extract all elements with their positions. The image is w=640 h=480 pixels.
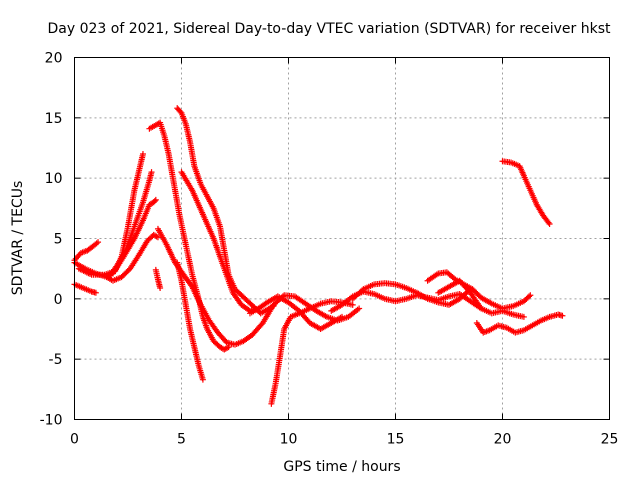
data-series-arc-21 [499, 158, 553, 228]
data-point-marker [92, 289, 99, 296]
data-series-arc-6 [110, 196, 159, 277]
data-series-arc-9 [174, 105, 277, 317]
data-point-marker [527, 292, 534, 299]
x-tick-label: 10 [280, 432, 298, 448]
y-tick-label: -10 [40, 413, 63, 429]
data-point-marker [199, 376, 206, 383]
data-series-arc-7 [152, 266, 164, 291]
y-tick-label: 15 [45, 111, 63, 127]
y-tick-label: 10 [45, 171, 63, 187]
data-point-marker [148, 169, 155, 176]
data-point-marker [177, 108, 184, 115]
data-point-marker [546, 221, 553, 228]
plot-frame [74, 57, 610, 420]
y-tick-label: 0 [54, 292, 63, 308]
data-point-marker [520, 313, 527, 320]
data-point-marker [157, 284, 164, 291]
data-points [71, 105, 566, 407]
data-series-arc-12 [178, 169, 262, 314]
x-tick-label: 25 [601, 432, 619, 448]
grid-lines [74, 57, 610, 420]
chart-title: Day 023 of 2021, Sidereal Day-to-day VTE… [48, 21, 611, 37]
x-tick-label: 20 [494, 432, 512, 448]
data-series-arc-14 [268, 298, 356, 407]
y-tick-label: -5 [49, 352, 63, 368]
data-point-marker [356, 305, 363, 312]
data-series-arc-19 [435, 277, 527, 320]
data-point-marker [559, 312, 566, 319]
data-series-arc-18 [424, 269, 534, 312]
data-series-arc-17 [328, 288, 485, 314]
x-tick-label: 5 [177, 432, 186, 448]
data-point-marker [95, 239, 102, 246]
y-tick-label: 5 [54, 232, 63, 248]
y-axis-label: SDTVAR / TECUs [10, 181, 26, 296]
data-series-arc-8 [146, 119, 232, 353]
data-point-marker [349, 301, 356, 308]
data-series-arc-2 [71, 281, 99, 296]
data-series-arc-3 [71, 231, 161, 284]
x-tick-label: 15 [387, 432, 405, 448]
x-tick-label: 0 [70, 432, 79, 448]
data-point-marker [526, 293, 533, 300]
x-axis-label: GPS time / hours [283, 459, 400, 475]
data-point-marker [151, 198, 158, 205]
data-series-arc-11 [174, 259, 206, 383]
data-series-arc-1 [71, 239, 102, 264]
data-point-marker [339, 313, 345, 320]
data-series-arc-15 [246, 293, 345, 332]
data-point-marker [152, 196, 159, 203]
data-series-arc-20 [473, 311, 566, 336]
data-point-marker [139, 151, 146, 158]
y-tick-label: 20 [45, 51, 63, 67]
